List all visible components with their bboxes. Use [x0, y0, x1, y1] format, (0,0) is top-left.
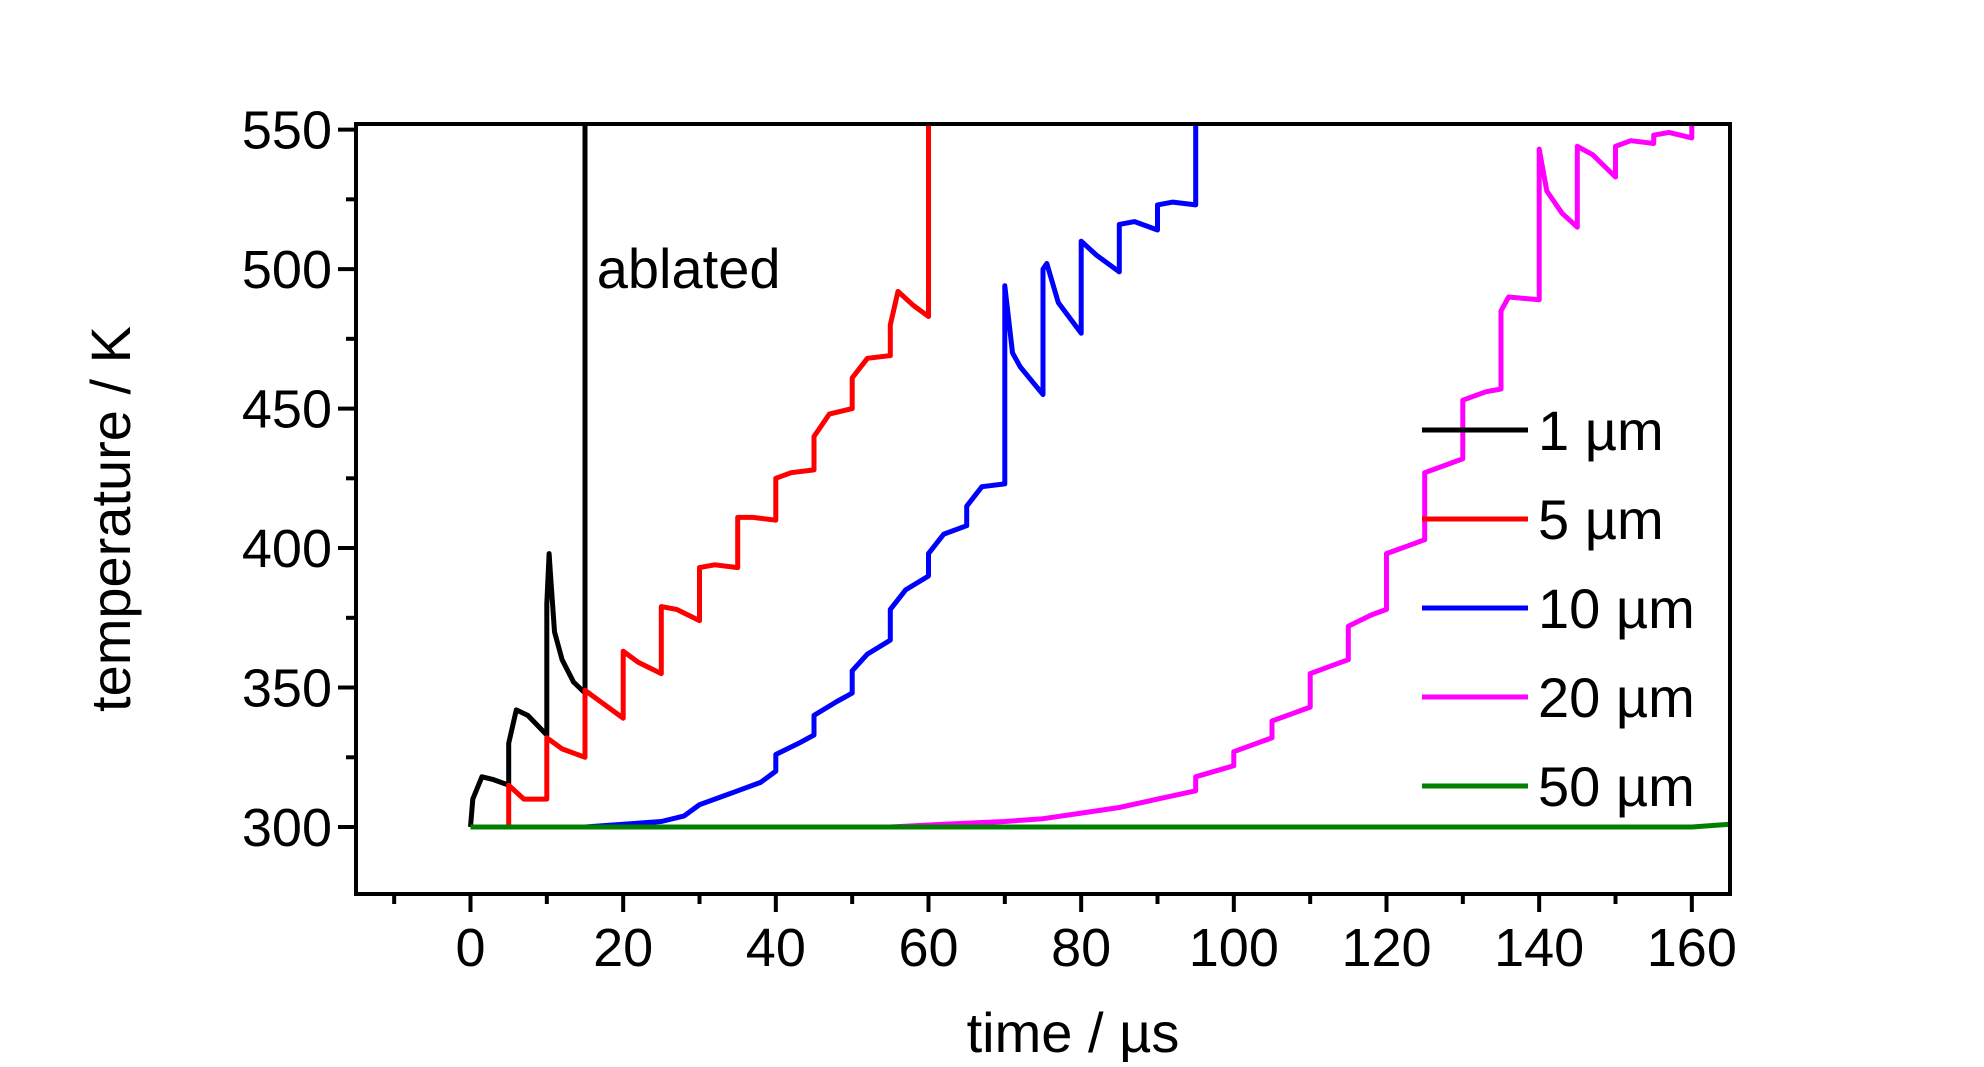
legend-label-4: 50 µm [1538, 755, 1695, 818]
series-line-1 [506, 124, 931, 827]
x-tick-label-6: 120 [1341, 918, 1431, 978]
series-line-3 [814, 124, 1695, 830]
y-tick-label-1: 350 [242, 659, 332, 719]
legend-label-3: 20 µm [1538, 666, 1695, 729]
legend-label-0: 1 µm [1538, 399, 1664, 462]
x-tick-label-7: 140 [1494, 918, 1584, 978]
y-tick-label-2: 400 [242, 519, 332, 579]
x-tick-label-8: 160 [1647, 918, 1737, 978]
y-tick-label-3: 450 [242, 380, 332, 440]
x-tick-label-0: 0 [455, 918, 485, 978]
y-tick-label-4: 500 [242, 240, 332, 300]
x-tick-label-3: 60 [898, 918, 958, 978]
series-line-4 [470, 821, 1730, 830]
y-tick-label-0: 300 [242, 798, 332, 858]
x-tick-label-5: 100 [1189, 918, 1279, 978]
legend-label-2: 10 µm [1538, 577, 1695, 640]
plot-frame [354, 122, 1732, 896]
y-tick-label-5: 550 [242, 101, 332, 161]
x-tick-label-2: 40 [746, 918, 806, 978]
y-axis-label: temperature / K [79, 326, 142, 712]
legend: 1 µm 5 µm 10 µm 20 µm 50 µm [1422, 399, 1695, 818]
x-axis-label: time / µs [967, 1001, 1180, 1062]
legend-label-1: 5 µm [1538, 488, 1664, 551]
x-tick-label-1: 20 [593, 918, 653, 978]
x-tick-label-4: 80 [1051, 918, 1111, 978]
series-group [468, 124, 1730, 830]
annotation-ablated: ablated [597, 237, 781, 300]
series-line-2 [546, 124, 1199, 830]
series-line-0 [468, 124, 588, 828]
axes-group: 0 20 40 60 80 100 120 140 160 300 350 400 450 500 550 [242, 101, 1737, 978]
